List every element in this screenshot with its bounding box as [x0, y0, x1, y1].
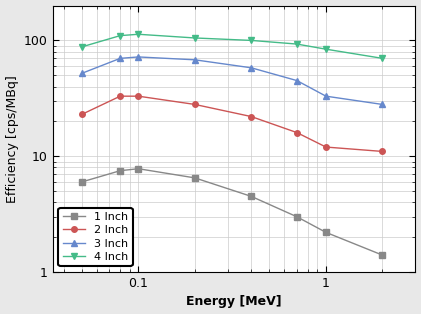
1 Inch	[249, 194, 254, 198]
1 Inch	[80, 180, 85, 184]
3 Inch	[80, 71, 85, 75]
3 Inch	[294, 79, 299, 83]
3 Inch	[249, 66, 254, 70]
4 Inch	[249, 39, 254, 42]
2 Inch	[249, 115, 254, 118]
2 Inch	[117, 94, 123, 98]
4 Inch	[294, 42, 299, 46]
1 Inch	[294, 215, 299, 219]
Line: 4 Inch: 4 Inch	[79, 31, 385, 61]
2 Inch	[380, 149, 385, 153]
3 Inch	[117, 57, 123, 60]
2 Inch	[294, 131, 299, 134]
Legend: 1 Inch, 2 Inch, 3 Inch, 4 Inch: 1 Inch, 2 Inch, 3 Inch, 4 Inch	[59, 208, 133, 267]
4 Inch	[380, 57, 385, 60]
1 Inch	[323, 230, 328, 234]
1 Inch	[136, 167, 141, 171]
4 Inch	[117, 34, 123, 37]
2 Inch	[80, 112, 85, 116]
2 Inch	[192, 103, 197, 106]
3 Inch	[136, 55, 141, 59]
3 Inch	[380, 103, 385, 106]
4 Inch	[136, 32, 141, 36]
Line: 1 Inch: 1 Inch	[79, 166, 385, 258]
Line: 3 Inch: 3 Inch	[79, 54, 385, 107]
4 Inch	[323, 47, 328, 51]
4 Inch	[192, 36, 197, 40]
Y-axis label: Efficiency [cps/MBq]: Efficiency [cps/MBq]	[5, 75, 19, 203]
1 Inch	[117, 169, 123, 173]
X-axis label: Energy [MeV]: Energy [MeV]	[187, 295, 282, 308]
3 Inch	[192, 58, 197, 62]
2 Inch	[323, 145, 328, 149]
1 Inch	[380, 253, 385, 257]
Line: 2 Inch: 2 Inch	[79, 93, 385, 154]
3 Inch	[323, 94, 328, 98]
4 Inch	[80, 45, 85, 49]
1 Inch	[192, 176, 197, 180]
2 Inch	[136, 94, 141, 98]
